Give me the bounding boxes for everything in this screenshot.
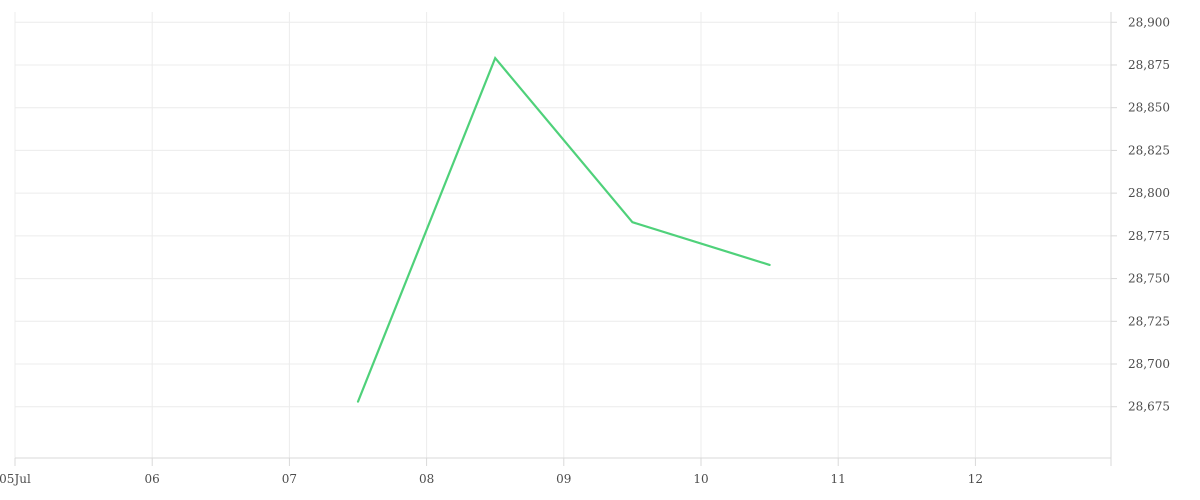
y-tick-label: 28,750 <box>1128 272 1170 286</box>
x-axis-ticks: 05Jul 06 07 08 09 10 11 12 <box>0 458 983 486</box>
x-tick-label: 10 <box>693 472 708 486</box>
y-tick-label: 28,825 <box>1128 143 1170 157</box>
horizontal-gridlines <box>15 21 1111 408</box>
x-tick-label: 08 <box>419 472 434 486</box>
x-tick-label: 11 <box>831 472 846 486</box>
y-tick-label: 28,850 <box>1128 101 1170 115</box>
y-tick-label: 28,775 <box>1128 229 1170 243</box>
x-tick-label: 12 <box>968 472 983 486</box>
y-tick-label: 28,675 <box>1128 400 1170 414</box>
x-tick-label: 09 <box>556 472 571 486</box>
y-tick-label: 28,900 <box>1128 15 1170 29</box>
y-tick-label: 28,875 <box>1128 58 1170 72</box>
y-tick-label: 28,800 <box>1128 186 1170 200</box>
y-axis-ticks: 28,675 28,700 28,725 28,750 28,775 28,800 28,8… <box>1111 15 1170 414</box>
series-line <box>356 55 771 403</box>
vertical-gridlines <box>14 12 976 458</box>
y-tick-label: 28,725 <box>1128 314 1170 328</box>
x-tick-label: 07 <box>282 472 297 486</box>
y-tick-label: 28,700 <box>1128 357 1170 371</box>
x-tick-label: 06 <box>145 472 160 486</box>
x-tick-label: 05Jul <box>0 472 31 486</box>
